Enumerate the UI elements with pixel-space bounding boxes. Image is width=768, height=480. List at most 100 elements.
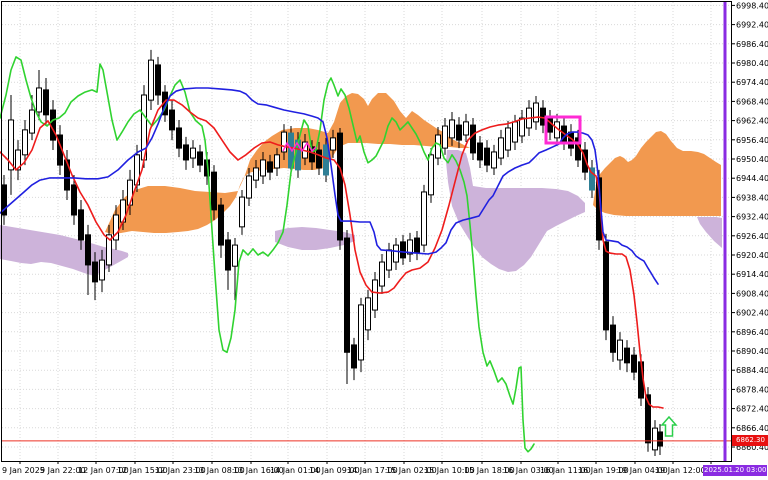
time-axis-label: 9 Jan 2025 xyxy=(2,466,45,475)
bear-candle xyxy=(400,241,406,259)
bear-candle xyxy=(657,431,663,447)
current-time-tag: 2025.01.20 03:00 xyxy=(703,465,768,476)
bull-candle xyxy=(22,129,28,156)
price-axis-label: 6992.40 xyxy=(736,21,768,30)
bear-candle xyxy=(603,241,609,331)
price-axis-label: 6884.40 xyxy=(736,366,768,375)
buy-arrow-icon[interactable] xyxy=(660,415,678,437)
time-axis-label: 16 Jan 11:00 xyxy=(540,466,591,475)
price-axis-label: 6932.40 xyxy=(736,213,768,222)
bear-candle xyxy=(85,234,91,266)
bear-candle xyxy=(155,64,161,96)
time-axis-label: 19 Jan 12:00 xyxy=(655,466,706,475)
bull-candle xyxy=(442,125,448,149)
price-axis-label: 6920.40 xyxy=(736,251,768,260)
price-axis-label: 6938.40 xyxy=(736,193,768,202)
price-axis[interactable]: 6998.40 6992.40 6986.40 6980.40 6974.40 6968.… xyxy=(731,1,768,452)
time-axis-label: 12 Jan 23:00 xyxy=(155,466,206,475)
bull-candle xyxy=(463,121,469,136)
bull-candle xyxy=(505,127,511,151)
bull-candle xyxy=(260,159,266,177)
bull-candle xyxy=(428,154,434,196)
bull-candle xyxy=(407,239,413,255)
bear-candle xyxy=(267,161,273,173)
bull-candle xyxy=(421,191,427,246)
price-axis-label: 6902.40 xyxy=(736,309,768,318)
price-axis-label: 6926.40 xyxy=(736,232,768,241)
price-axis-label: 6980.40 xyxy=(736,59,768,68)
bear-candle xyxy=(323,144,329,176)
bull-candle xyxy=(358,304,364,361)
bear-candle xyxy=(176,127,182,149)
time-axis-label: 12 Jan 07:00 xyxy=(78,466,129,475)
bear-candle xyxy=(316,149,322,169)
bull-candle xyxy=(99,259,105,281)
bear-candle xyxy=(470,124,476,154)
bull-candle xyxy=(372,279,378,311)
time-axis-label: 19 Jan 04:00 xyxy=(617,466,668,475)
bear-candle xyxy=(610,324,616,353)
chart-frame xyxy=(1,1,732,462)
bull-candle xyxy=(15,149,21,171)
bull-candle xyxy=(106,234,112,266)
bull-candle xyxy=(393,244,399,263)
bull-candle xyxy=(491,151,497,169)
price-axis-label: 6866.40 xyxy=(736,424,768,433)
bull-candle xyxy=(253,167,259,181)
bull-candle xyxy=(8,119,14,171)
bear-candle xyxy=(71,184,77,216)
time-axis-label: 9 Jan 22:00 xyxy=(40,466,86,475)
bear-candle xyxy=(218,204,224,246)
bull-candle xyxy=(533,102,539,123)
magenta-zigzag-annotation[interactable] xyxy=(282,141,317,153)
time-axis-label: 14 Jan 01:00 xyxy=(270,466,321,475)
bull-candle xyxy=(652,427,658,451)
price-axis-label: 6998.40 xyxy=(736,1,768,10)
time-axis-label: 15 Jan 10:00 xyxy=(424,466,475,475)
bull-candle xyxy=(148,59,154,101)
time-axis-label: 15 Jan 18:00 xyxy=(464,466,515,475)
bull-candle xyxy=(232,244,238,267)
magenta-rectangle-annotation[interactable] xyxy=(544,115,582,145)
bear-candle xyxy=(582,149,588,173)
kijun-sen-blue-line xyxy=(0,87,659,285)
bear-candle xyxy=(456,124,462,141)
bear-candle xyxy=(197,151,203,166)
price-axis-label: 6860.40 xyxy=(736,443,768,452)
price-axis-label: 6908.40 xyxy=(736,289,768,298)
price-axis-label: 6914.40 xyxy=(736,270,768,279)
bull-candle xyxy=(449,119,455,139)
bull-candle xyxy=(379,261,385,287)
price-axis-label: 6950.40 xyxy=(736,155,768,164)
bull-candle xyxy=(36,87,42,113)
price-axis-label: 6962.40 xyxy=(736,117,768,126)
time-axis-label: 14 Jan 09:00 xyxy=(309,466,360,475)
bull-candle xyxy=(239,196,245,228)
bear-candle xyxy=(484,147,490,166)
price-axis-label: 6890.40 xyxy=(736,347,768,356)
bear-candle xyxy=(43,89,49,116)
bear-candle xyxy=(624,347,630,364)
time-axis-label: 14 Jan 17:00 xyxy=(347,466,398,475)
bull-candle xyxy=(281,131,287,153)
time-axis-label: 13 Jan 08:00 xyxy=(194,466,245,475)
ichimoku-cloud-areas xyxy=(0,93,722,276)
bull-candle xyxy=(512,121,518,143)
bear-candle xyxy=(64,159,70,191)
bear-candle xyxy=(344,237,350,353)
price-axis-label: 6968.40 xyxy=(736,97,768,106)
bear-candle xyxy=(589,167,595,191)
price-axis-label: 6944.40 xyxy=(736,174,768,183)
bull-candle xyxy=(386,249,392,271)
bear-candle xyxy=(78,209,84,241)
bull-candle xyxy=(498,137,504,159)
bull-candle xyxy=(519,117,525,137)
bull-candle xyxy=(113,214,119,241)
time-axis-label: 12 Jan 15:00 xyxy=(117,466,168,475)
bear-candle xyxy=(183,144,189,161)
bull-candle xyxy=(190,147,196,159)
time-axis-label: 16 Jan 03:00 xyxy=(503,466,554,475)
